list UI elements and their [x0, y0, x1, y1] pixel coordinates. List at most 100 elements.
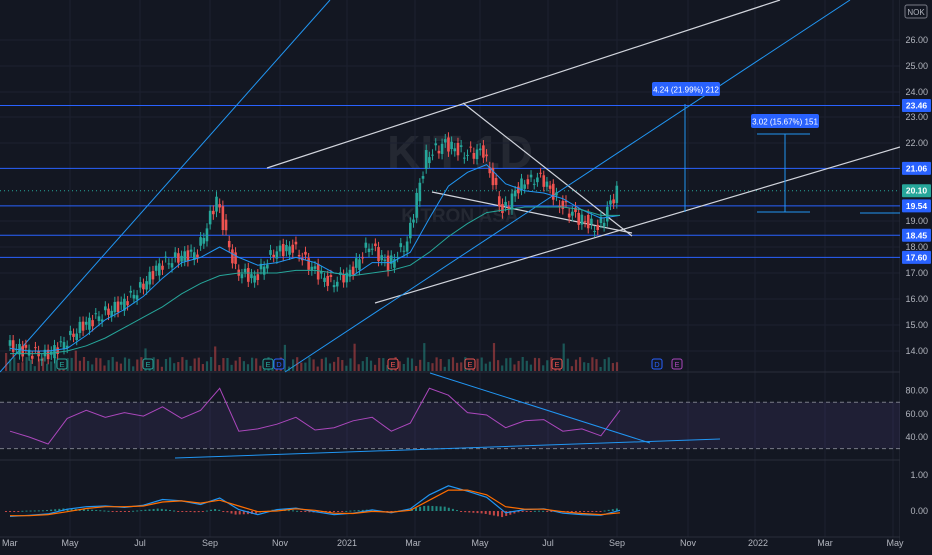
drawings[interactable] — [0, 0, 901, 373]
macd-histogram-bar — [99, 510, 102, 512]
watermark: KIT 1D KITRON ASA — [387, 126, 533, 227]
candle-body — [278, 245, 282, 252]
rsi-trend-line — [429, 372, 651, 444]
candle-body — [281, 244, 285, 257]
candle-body — [164, 256, 167, 258]
volume-bar — [521, 357, 524, 371]
currency-label: NOK — [907, 8, 925, 17]
candle-body — [310, 266, 314, 271]
macd-histogram-bar — [91, 509, 94, 511]
volume-bar — [587, 362, 590, 371]
currency-badge-box — [904, 4, 928, 19]
candle-body — [345, 272, 349, 283]
price-label-box — [902, 184, 931, 198]
macd-histogram-bar — [95, 509, 98, 511]
macd-histogram-bar — [287, 510, 290, 512]
volume-bar — [82, 357, 86, 371]
macd-histogram-bar — [419, 506, 422, 511]
price-label-text: 23.46 — [906, 101, 928, 111]
macd-histogram-bar — [521, 511, 524, 512]
volume-bar — [123, 357, 127, 371]
price-tick-label: 15.00 — [905, 320, 928, 330]
macd-histogram-bar — [615, 508, 618, 511]
candle-body — [212, 210, 215, 215]
candle-body — [294, 241, 298, 245]
macd-histogram-bar — [169, 509, 171, 511]
macd-histogram-bar — [570, 511, 573, 513]
candle-body — [491, 167, 495, 186]
event-marker-label: D — [276, 360, 282, 369]
candle-body — [180, 255, 183, 262]
volume-bar — [156, 359, 159, 371]
candle-body — [113, 301, 117, 313]
volume-bar — [538, 358, 541, 371]
macd-histogram-bar — [517, 511, 520, 513]
macd-histogram-bar — [533, 510, 536, 512]
candle-body — [342, 274, 345, 283]
candle-body — [269, 250, 272, 255]
macd-histogram-bar — [210, 509, 212, 511]
candle-body — [145, 281, 148, 290]
macd-histogram-bar — [427, 505, 430, 511]
candle-body — [21, 346, 25, 357]
candle-body — [329, 275, 333, 278]
macd-histogram-bar — [550, 511, 553, 512]
macd-histogram-bar — [611, 509, 614, 511]
candle-body — [88, 317, 91, 330]
candle-body — [485, 154, 488, 157]
volume-bar — [304, 362, 307, 371]
price-tick-label: 19.00 — [905, 216, 928, 226]
candle-body — [583, 221, 587, 223]
macd-histogram-bar — [497, 511, 499, 517]
currency-badge: NOK — [904, 4, 928, 19]
candle-body — [443, 139, 447, 143]
volume-bar — [185, 359, 188, 371]
event-marker-label: E — [467, 360, 472, 369]
macd-histogram-bar — [185, 511, 188, 512]
time-axis[interactable]: Mar May Jul Sep Nov 2021 Mar May Jul Sep Nov 2022 Ma… — [2, 538, 904, 548]
volume-bar — [456, 362, 459, 371]
volume-bar — [107, 360, 110, 371]
candle-body — [123, 298, 126, 311]
volume-bar — [173, 363, 176, 371]
macd-histogram-bar — [119, 511, 122, 512]
time-tick-label: Mar — [2, 538, 18, 548]
price-series — [5, 132, 621, 371]
watermark-symbol: KIT 1D — [387, 126, 533, 178]
macd-histogram-bar — [107, 510, 110, 512]
candle-body — [567, 213, 571, 218]
candle-body — [469, 146, 472, 148]
volume-bar — [91, 364, 94, 371]
price-label-box — [902, 199, 931, 213]
candle-body — [393, 259, 396, 268]
macd-histogram-bar — [201, 511, 204, 512]
price-tick-label: 22.00 — [905, 138, 928, 148]
macd-histogram-bar — [152, 508, 155, 511]
candle-body — [189, 249, 193, 252]
candle-body — [272, 254, 275, 258]
macd-histogram-bar — [501, 511, 504, 518]
candle-body — [231, 249, 234, 264]
macd-histogram-bar — [103, 510, 106, 512]
candle-body — [75, 333, 79, 341]
candle-body — [507, 206, 511, 210]
macd-histogram-bar — [583, 511, 586, 512]
volume-bar — [542, 365, 545, 371]
price-axis[interactable]: NOK26.0025.0024.0023.0022.0019.0018.0017… — [900, 0, 932, 550]
candle-body — [539, 172, 542, 174]
candle-body — [323, 277, 326, 282]
candle-body — [97, 316, 101, 322]
volume-bar — [591, 357, 594, 371]
volume-bar — [66, 358, 69, 371]
volume-bar — [333, 361, 336, 371]
macd-histogram-bar — [525, 511, 528, 512]
price-label: 20.10 — [902, 184, 931, 198]
volume-bar — [546, 360, 549, 371]
moving-average-line — [10, 206, 620, 355]
volume-bar — [513, 364, 516, 371]
candle-body — [208, 210, 212, 225]
candle-body — [316, 263, 320, 280]
price-labels: 23.46 21.06 20.10 19.54 18.45 17.60 — [902, 99, 931, 264]
